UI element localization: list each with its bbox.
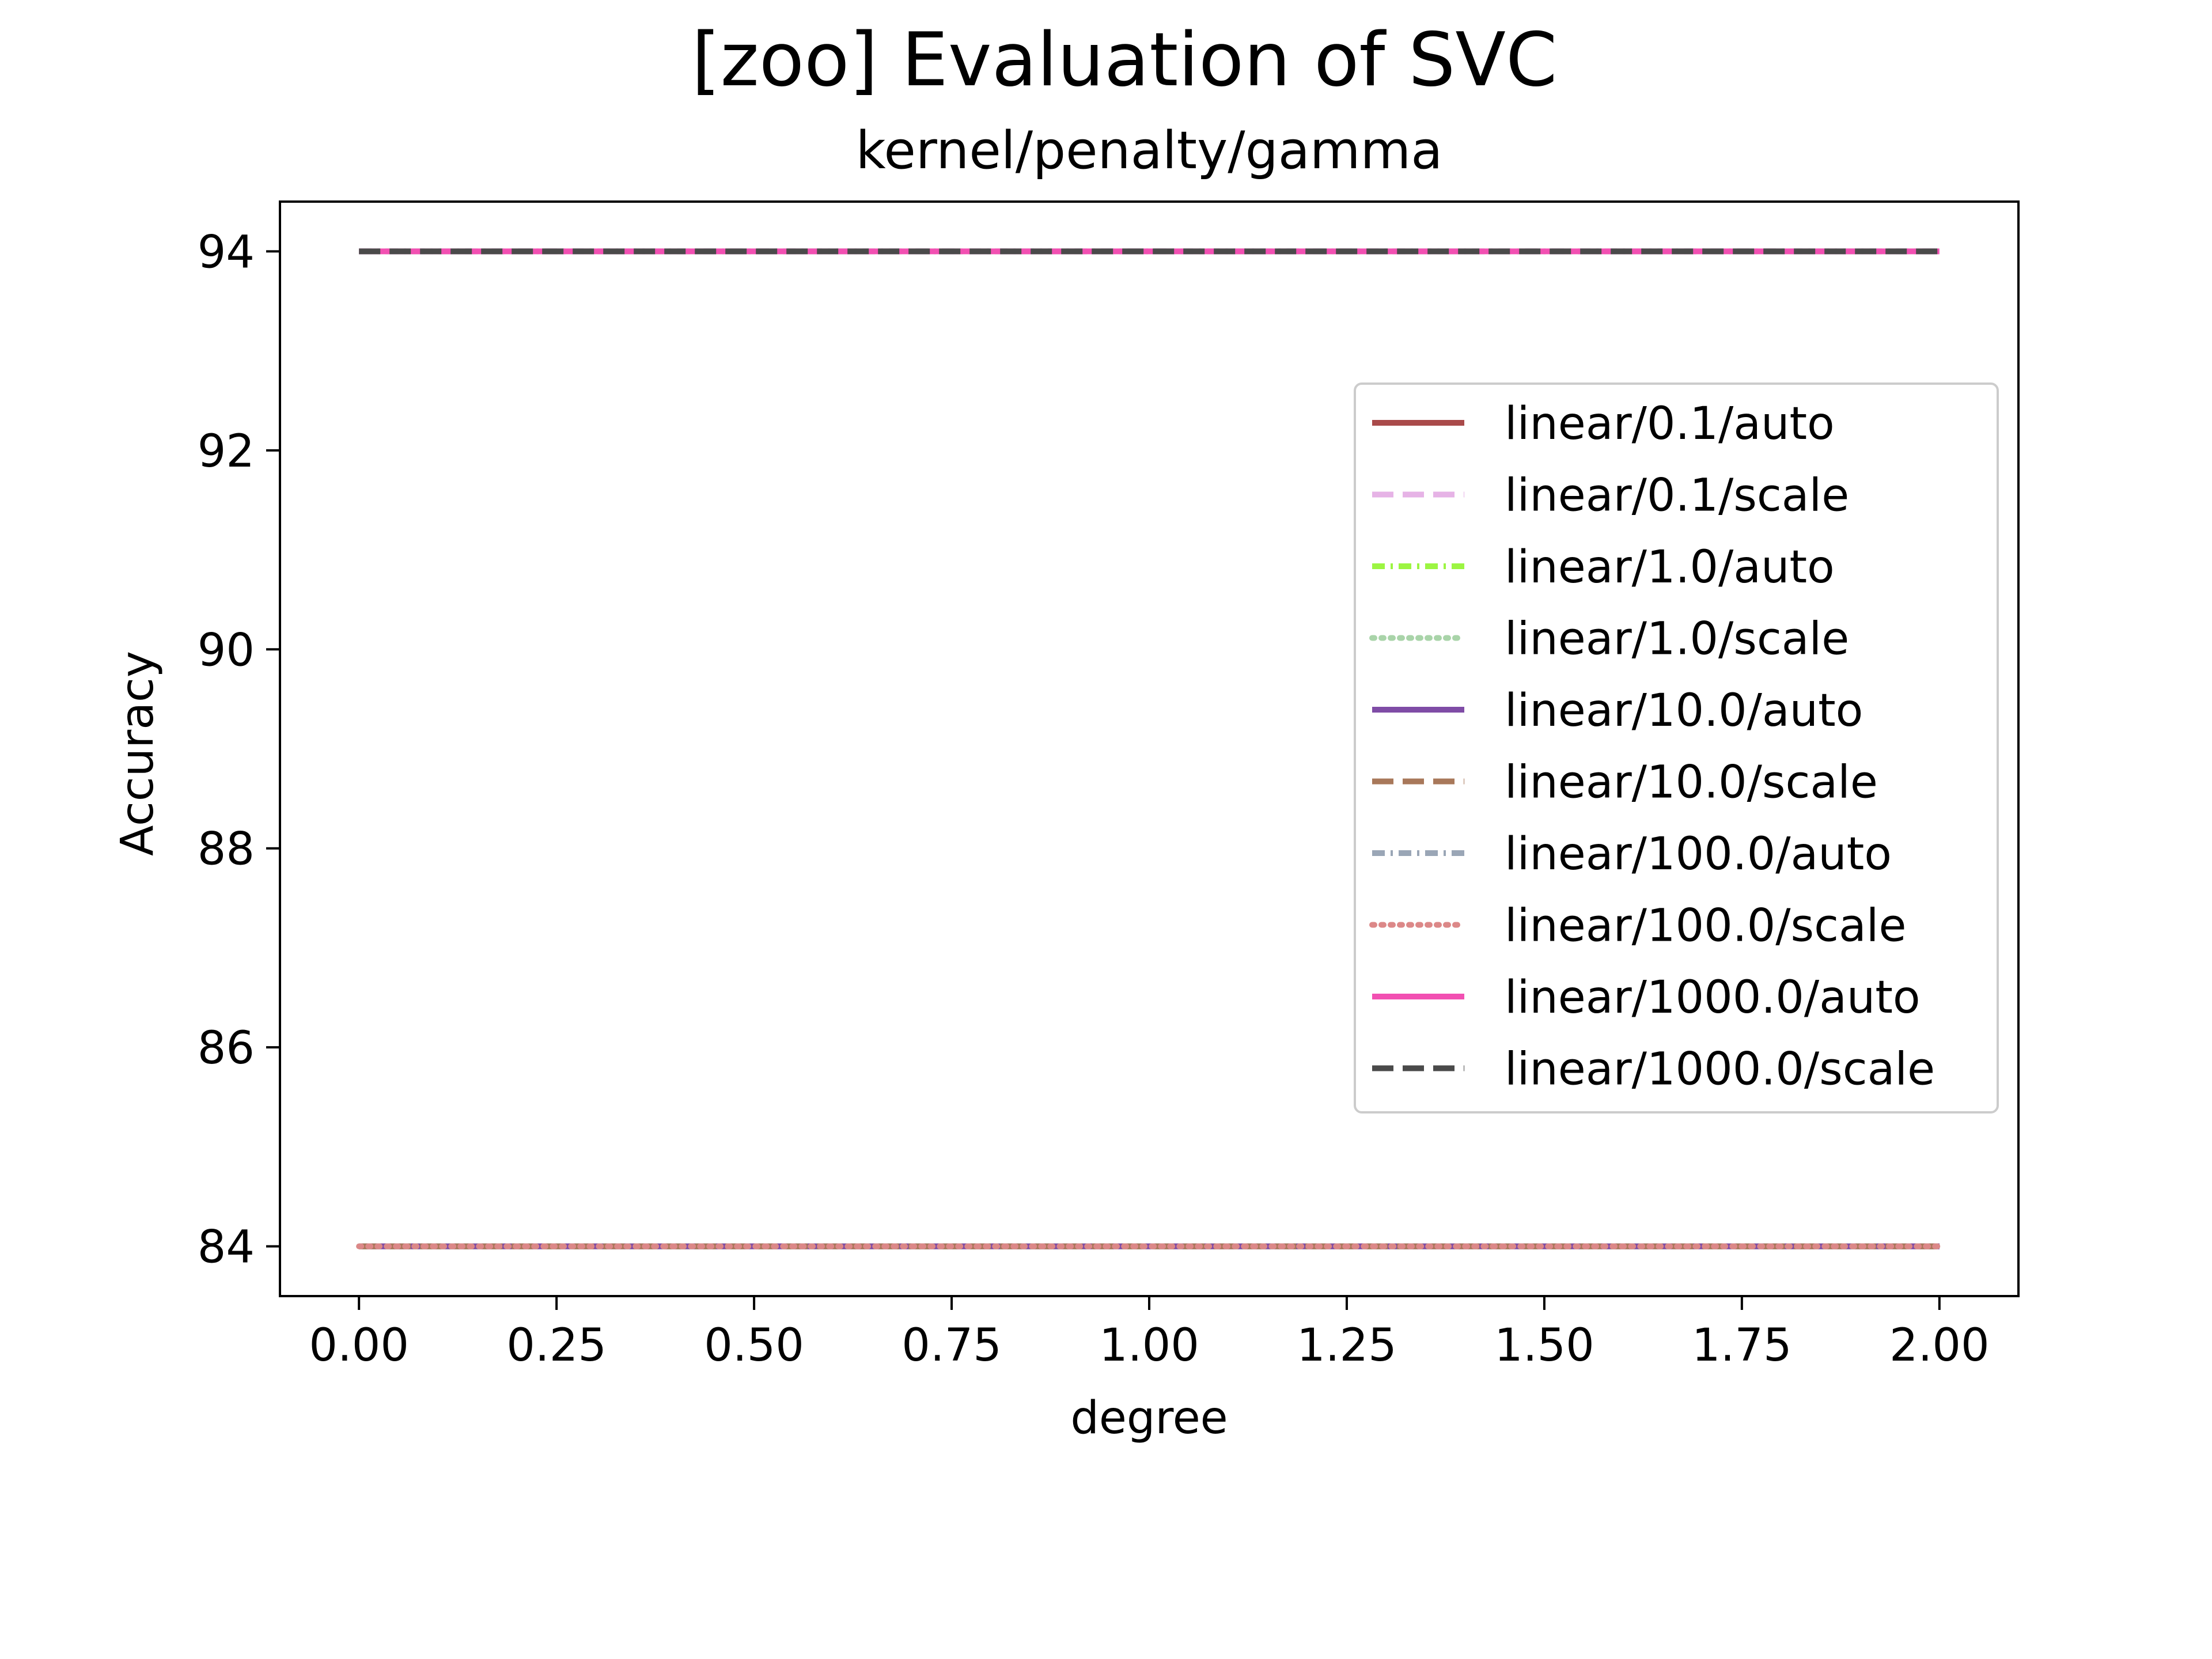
legend-label: linear/10.0/scale xyxy=(1505,757,1878,809)
y-tick-label: 88 xyxy=(198,824,255,876)
legend-box xyxy=(1354,382,1999,1113)
x-tick-label: 2.00 xyxy=(1889,1320,1990,1372)
legend-label: linear/100.0/scale xyxy=(1505,900,1906,952)
legend-label: linear/0.1/scale xyxy=(1505,470,1849,522)
y-tick-label: 92 xyxy=(198,426,255,478)
y-tick-label: 90 xyxy=(198,624,255,676)
x-tick-label: 1.75 xyxy=(1692,1320,1792,1372)
x-tick-label: 0.00 xyxy=(309,1320,409,1372)
chart-title: [zoo] Evaluation of SVC xyxy=(692,17,1558,103)
legend-label: linear/0.1/auto xyxy=(1505,398,1835,450)
axis-ticks: 0.00 0.25 0.50 0.75 1.00 1.25 1.50 1.75 2.00 84 86… xyxy=(198,226,1990,1372)
legend-label: linear/1000.0/auto xyxy=(1505,972,1921,1024)
plot-frame xyxy=(279,200,2020,1297)
y-tick-label: 86 xyxy=(198,1022,255,1074)
series-lines xyxy=(356,248,1942,1249)
x-tick-label: 0.75 xyxy=(902,1320,1002,1372)
y-tick-label: 94 xyxy=(198,226,255,278)
legend-label: linear/1.0/auto xyxy=(1505,541,1835,593)
x-tick-label: 0.50 xyxy=(704,1320,804,1372)
x-tick-label: 0.25 xyxy=(506,1320,607,1372)
x-tick-label: 1.50 xyxy=(1494,1320,1594,1372)
x-tick-label: 1.25 xyxy=(1297,1320,1397,1372)
legend-label: linear/1000.0/scale xyxy=(1505,1044,1935,1096)
chart-subtitle: kernel/penalty/gamma xyxy=(856,120,1443,181)
legend-label: linear/1.0/scale xyxy=(1505,613,1849,665)
legend: linear/0.1/auto linear/0.1/scale linear/1.… xyxy=(1354,382,1999,1113)
x-tick-label: 1.00 xyxy=(1099,1320,1199,1372)
x-axis-label: degree xyxy=(1070,1392,1228,1444)
y-tick-label: 84 xyxy=(198,1222,255,1274)
y-axis-label: Accuracy xyxy=(112,651,164,856)
legend-label: linear/100.0/auto xyxy=(1505,828,1892,880)
legend-label: linear/10.0/auto xyxy=(1505,685,1863,737)
